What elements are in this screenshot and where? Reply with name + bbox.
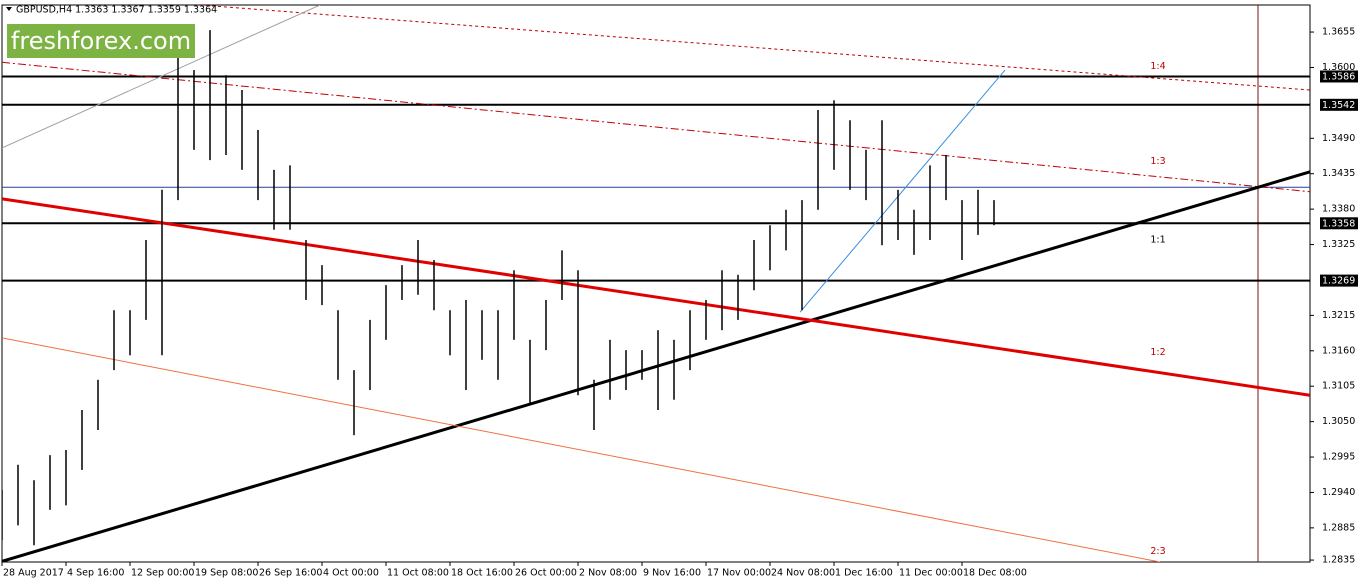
trend-label: 1:3: [1150, 156, 1165, 167]
trend-line: [2, 337, 1161, 562]
trend-line: [2, 61, 1310, 193]
plot-area: [1, 4, 1311, 563]
trend-line: [2, 197, 1310, 397]
x-tick-label: 18 Dec 08:00: [963, 568, 1027, 579]
x-tick-label: 18 Oct 16:00: [451, 568, 513, 579]
x-tick-label: 11 Oct 08:00: [387, 568, 449, 579]
trend-line: [2, 5, 321, 149]
x-tick-label: 17 Nov 00:00: [707, 568, 771, 579]
trend-label: 1:4: [1150, 61, 1165, 72]
level-label: 1.3542: [1322, 100, 1355, 111]
y-tick-label: 1.2940: [1322, 487, 1355, 498]
y-tick-label: 1.3325: [1322, 239, 1355, 250]
y-tick-label: 1.3490: [1322, 133, 1355, 144]
y-tick-label: 1.3215: [1322, 310, 1355, 321]
x-tick-label: 12 Sep 00:00: [131, 568, 194, 579]
level-label: 1.3586: [1322, 71, 1355, 82]
watermark: freshforex.com: [11, 27, 191, 55]
level-tag: [1320, 217, 1358, 230]
overlay-layer: GBPUSD,H4 1.3363 1.3367 1.3359 1.3364 fr…: [6, 5, 217, 58]
y-tick-label: 1.3160: [1322, 345, 1355, 356]
y-tick-label: 1.3600: [1322, 62, 1355, 73]
y-tick-label: 1.2995: [1322, 452, 1355, 463]
x-tick-label: 26 Oct 00:00: [515, 568, 577, 579]
chart-title: GBPUSD,H4 1.3363 1.3367 1.3359 1.3364: [16, 5, 217, 16]
trend-label: 2:3: [1150, 546, 1165, 557]
x-tick-label: 19 Sep 08:00: [195, 568, 258, 579]
trend-line: [799, 69, 1006, 313]
y-tick-label: 1.3435: [1322, 168, 1355, 179]
x-tick-label: 4 Oct 00:00: [323, 568, 379, 579]
trend-label: 1:2: [1150, 347, 1165, 358]
level-tag: [1320, 98, 1358, 111]
y-tick-label: 1.3655: [1322, 27, 1355, 38]
x-tick-label: 1 Dec 16:00: [835, 568, 893, 579]
y-tick-label: 1.3050: [1322, 416, 1355, 427]
logo-box: [7, 24, 195, 58]
trend-line: [2, 170, 1310, 562]
x-tick-label: 9 Nov 16:00: [643, 568, 701, 579]
level-label: 1.3269: [1322, 276, 1355, 287]
y-tick-label: 1.2835: [1322, 555, 1355, 566]
level-tag: [1320, 70, 1358, 83]
trend-label: 1:1: [1150, 235, 1165, 246]
x-tick-label: 28 Aug 2017: [3, 568, 64, 579]
level-label: 1.3358: [1322, 218, 1355, 229]
x-tick-label: 2 Nov 08:00: [579, 568, 637, 579]
y-tick-label: 1.3380: [1322, 204, 1355, 215]
plot-layer: [2, 5, 1310, 562]
menu-arrow: [6, 7, 12, 11]
y-tick-label: 1.2885: [1322, 522, 1355, 533]
level-tag: [1320, 274, 1358, 287]
x-tick-label: 26 Sep 16:00: [259, 568, 322, 579]
x-tick-label: 11 Dec 00:00: [899, 568, 963, 579]
y-tick-label: 1.3105: [1322, 381, 1355, 392]
x-tick-label: 4 Sep 16:00: [67, 568, 124, 579]
x-tick-label: 24 Nov 08:00: [771, 568, 835, 579]
